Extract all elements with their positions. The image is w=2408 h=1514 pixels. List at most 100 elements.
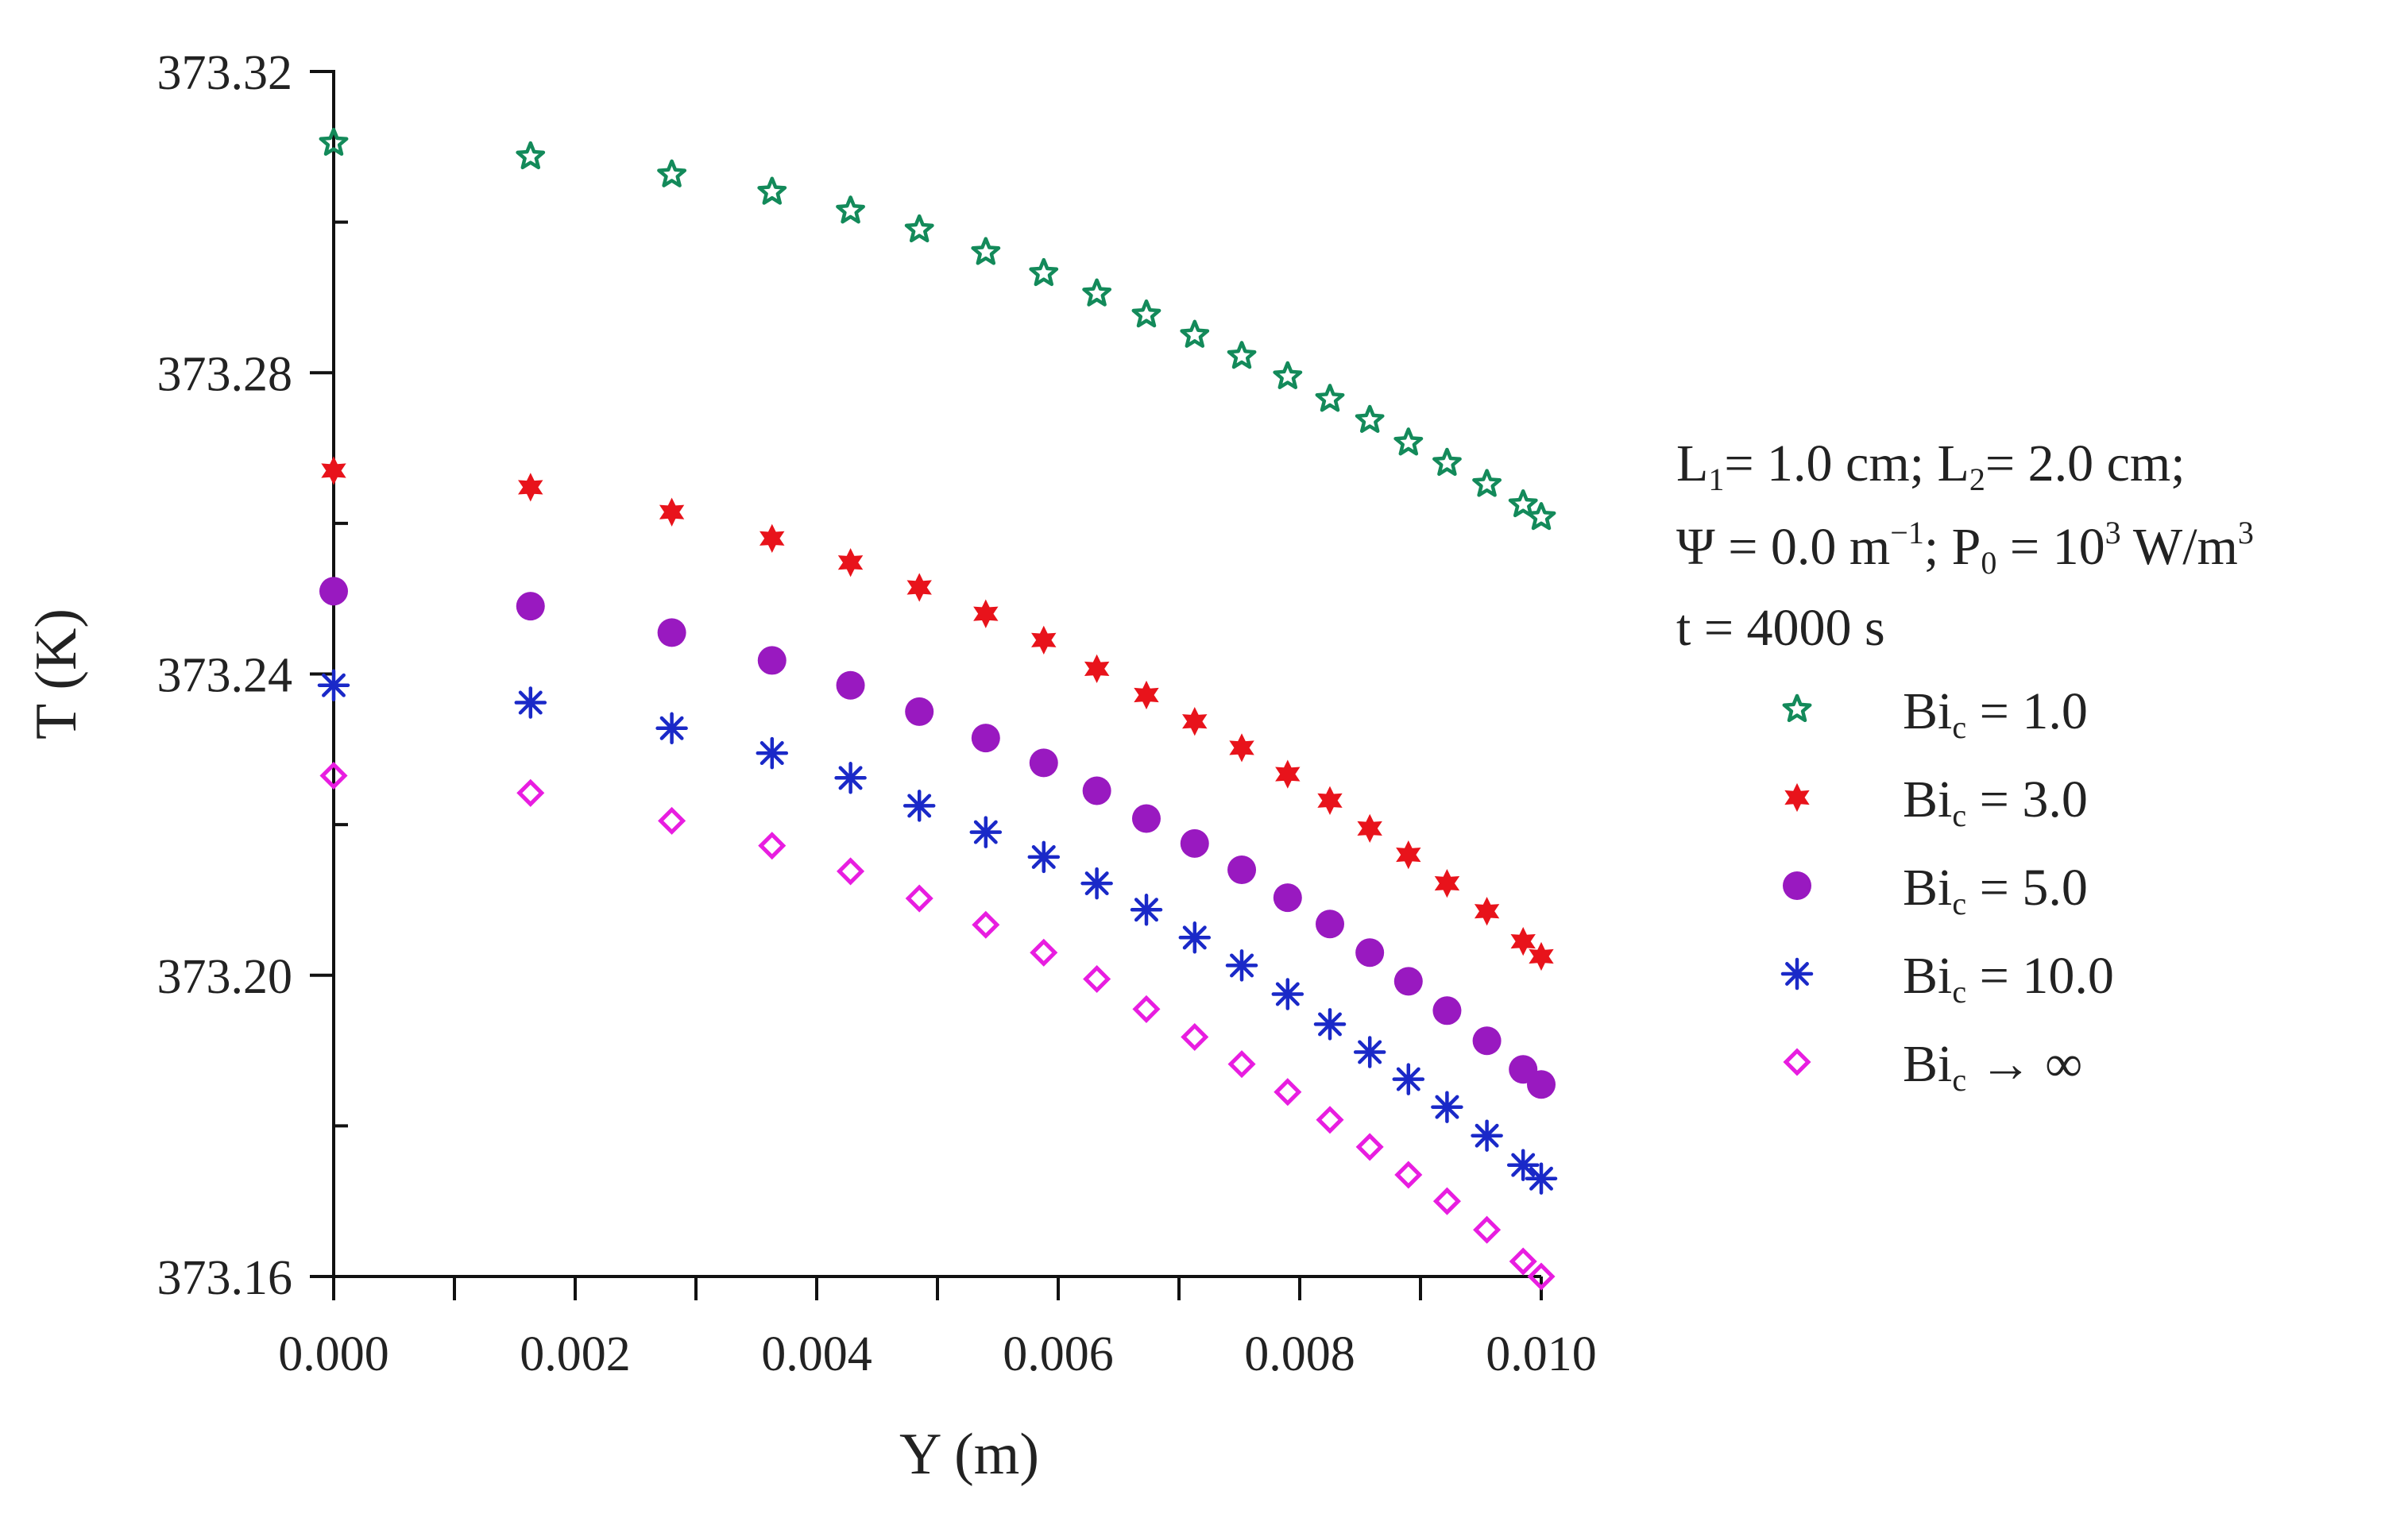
data-point bbox=[971, 724, 1000, 753]
legend-marker bbox=[1783, 1048, 1811, 1076]
x-tick-label: 0.000 bbox=[278, 1327, 389, 1381]
legend-label: Bic = 10.0 bbox=[1903, 947, 2114, 1010]
legend-marker bbox=[1782, 693, 1812, 723]
y-axis-title: T (K) bbox=[24, 608, 89, 740]
data-point bbox=[1396, 840, 1421, 870]
legend-item-4: Bic = 10.0 bbox=[1780, 947, 2114, 1010]
data-point bbox=[903, 790, 936, 822]
data-point bbox=[1506, 1149, 1540, 1181]
data-point bbox=[1029, 257, 1059, 287]
data-point bbox=[1473, 1215, 1502, 1244]
data-point bbox=[1131, 299, 1161, 328]
legend-item-5: Bic → ∞ bbox=[1783, 1035, 2082, 1098]
data-point bbox=[516, 778, 545, 807]
data-point bbox=[972, 910, 1000, 939]
annotation-line-3: t = 4000 s bbox=[1676, 599, 1885, 657]
data-point bbox=[1027, 840, 1061, 874]
data-point bbox=[1432, 996, 1462, 1025]
data-point bbox=[1273, 361, 1303, 389]
data-point bbox=[1131, 804, 1161, 833]
legend-marker bbox=[1780, 957, 1814, 991]
legend-label: Bic = 1.0 bbox=[1903, 682, 2088, 745]
data-point bbox=[1082, 278, 1112, 307]
data-point bbox=[1317, 786, 1343, 815]
data-point bbox=[905, 697, 934, 726]
data-point bbox=[1030, 938, 1058, 967]
data-point bbox=[657, 159, 687, 187]
legend-item-1: Bic = 1.0 bbox=[1782, 682, 2088, 745]
y-tick-label: 373.24 bbox=[157, 649, 293, 703]
data-point bbox=[319, 577, 348, 606]
data-point bbox=[757, 646, 787, 675]
data-point bbox=[1508, 489, 1538, 518]
y-tick-label: 373.32 bbox=[157, 46, 293, 100]
data-point bbox=[1432, 447, 1462, 477]
data-point bbox=[1180, 828, 1209, 858]
legend-label: Bic → ∞ bbox=[1903, 1035, 2082, 1098]
data-point bbox=[1227, 341, 1257, 369]
data-point bbox=[1392, 1063, 1425, 1095]
data-point bbox=[834, 762, 867, 794]
data-point bbox=[321, 456, 346, 485]
data-point bbox=[1275, 759, 1301, 789]
data-point bbox=[1434, 868, 1460, 898]
data-point bbox=[1084, 654, 1110, 684]
data-point bbox=[836, 195, 865, 224]
data-point bbox=[904, 214, 934, 243]
axes: 0.000 0.002 0.004 0.006 0.008 0.010 373.16 373.… bbox=[24, 46, 1597, 1487]
data-point bbox=[1316, 1106, 1344, 1134]
data-point bbox=[658, 806, 686, 835]
y-tick-label: 373.16 bbox=[157, 1251, 293, 1305]
series-1 bbox=[319, 127, 1556, 531]
data-point bbox=[1393, 427, 1424, 456]
data-point bbox=[1181, 1022, 1209, 1052]
legend-marker bbox=[1784, 782, 1810, 813]
data-point bbox=[1227, 855, 1257, 885]
data-point bbox=[1357, 813, 1382, 844]
data-point bbox=[1509, 1247, 1537, 1276]
data-point bbox=[317, 669, 350, 701]
data-point bbox=[1315, 384, 1345, 412]
data-point bbox=[1472, 469, 1502, 497]
data-point bbox=[1029, 748, 1058, 778]
annotation: L1= 1.0 cm; L2= 2.0 cm; Ψ = 0.0 m−1; P0 … bbox=[1676, 435, 2254, 657]
data-point bbox=[1432, 1187, 1461, 1215]
data-marks bbox=[317, 127, 1558, 1291]
data-point bbox=[1227, 1050, 1256, 1079]
data-point bbox=[1130, 894, 1163, 926]
data-point bbox=[1526, 502, 1556, 531]
legend-label: Bic = 3.0 bbox=[1903, 771, 2088, 833]
data-point bbox=[758, 832, 787, 860]
data-point bbox=[1083, 964, 1111, 994]
annotation-line-2: Ψ = 0.0 m−1; P0 = 103 W/m3 bbox=[1676, 515, 2254, 581]
series-5 bbox=[319, 761, 1556, 1291]
data-point bbox=[1471, 1119, 1503, 1152]
data-point bbox=[655, 712, 688, 745]
data-point bbox=[837, 548, 864, 577]
data-point bbox=[1529, 941, 1554, 971]
series-3 bbox=[319, 577, 1556, 1099]
data-point bbox=[518, 473, 543, 502]
data-point bbox=[514, 686, 547, 719]
data-point bbox=[1182, 707, 1208, 736]
data-point bbox=[1134, 680, 1159, 710]
data-point bbox=[1082, 776, 1111, 805]
data-point bbox=[1510, 926, 1536, 956]
data-point bbox=[1316, 910, 1344, 939]
data-point bbox=[836, 670, 865, 700]
data-point bbox=[1180, 319, 1210, 348]
data-point bbox=[657, 618, 686, 647]
data-point bbox=[760, 523, 785, 553]
y-tick-label: 373.20 bbox=[157, 950, 293, 1004]
x-tick-label: 0.008 bbox=[1244, 1327, 1355, 1381]
data-point bbox=[1355, 404, 1385, 433]
x-tick-label: 0.010 bbox=[1486, 1327, 1597, 1381]
legend-item-2: Bic = 3.0 bbox=[1784, 771, 2088, 833]
data-point bbox=[1393, 967, 1423, 996]
data-point bbox=[756, 736, 789, 770]
data-point bbox=[969, 816, 1003, 848]
legend-item-3: Bic = 5.0 bbox=[1783, 859, 2088, 921]
data-point bbox=[1431, 1091, 1463, 1123]
data-point bbox=[1313, 1008, 1347, 1041]
data-point bbox=[516, 592, 545, 621]
